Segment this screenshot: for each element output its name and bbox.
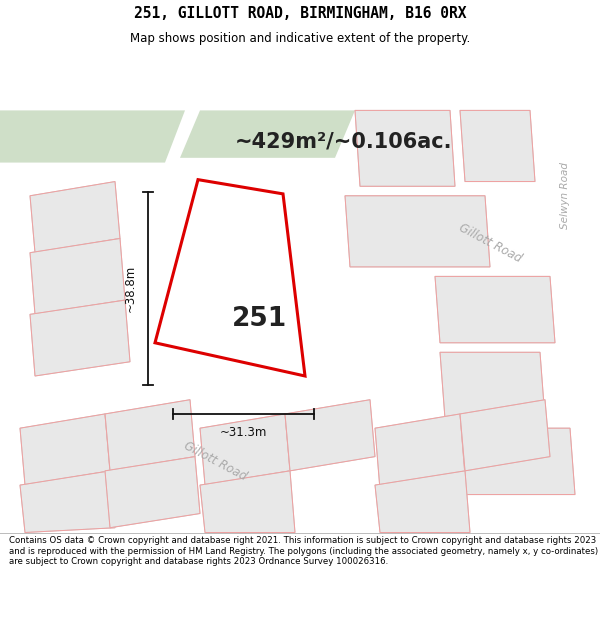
Polygon shape: [30, 239, 125, 314]
Polygon shape: [375, 471, 470, 532]
Polygon shape: [0, 111, 185, 162]
Polygon shape: [435, 276, 555, 342]
Polygon shape: [290, 96, 600, 172]
Polygon shape: [30, 181, 120, 253]
Polygon shape: [355, 111, 455, 186]
Polygon shape: [105, 400, 195, 471]
Polygon shape: [330, 96, 600, 153]
Text: 251: 251: [232, 306, 287, 332]
Text: Gillott Road: Gillott Road: [181, 439, 248, 483]
Polygon shape: [375, 414, 465, 490]
Polygon shape: [20, 471, 115, 532]
Polygon shape: [200, 414, 290, 485]
Polygon shape: [20, 414, 110, 485]
Polygon shape: [0, 172, 600, 414]
Polygon shape: [30, 300, 130, 376]
Polygon shape: [460, 428, 575, 494]
Text: ~38.8m: ~38.8m: [124, 264, 137, 312]
Polygon shape: [105, 457, 200, 528]
Polygon shape: [155, 179, 305, 376]
Text: 251, GILLOTT ROAD, BIRMINGHAM, B16 0RX: 251, GILLOTT ROAD, BIRMINGHAM, B16 0RX: [134, 6, 466, 21]
Text: Contains OS data © Crown copyright and database right 2021. This information is : Contains OS data © Crown copyright and d…: [9, 536, 598, 566]
Text: Map shows position and indicative extent of the property.: Map shows position and indicative extent…: [130, 31, 470, 44]
Polygon shape: [180, 111, 355, 158]
Polygon shape: [460, 400, 550, 471]
Polygon shape: [200, 471, 295, 532]
Polygon shape: [540, 96, 585, 319]
Text: ~429m²/~0.106ac.: ~429m²/~0.106ac.: [235, 132, 452, 152]
Polygon shape: [440, 352, 545, 419]
Text: ~31.3m: ~31.3m: [220, 426, 267, 439]
Text: Selwyn Road: Selwyn Road: [560, 162, 570, 229]
Polygon shape: [345, 196, 490, 267]
Polygon shape: [285, 400, 375, 471]
Text: Gillott Road: Gillott Road: [457, 221, 524, 265]
Polygon shape: [460, 111, 535, 181]
